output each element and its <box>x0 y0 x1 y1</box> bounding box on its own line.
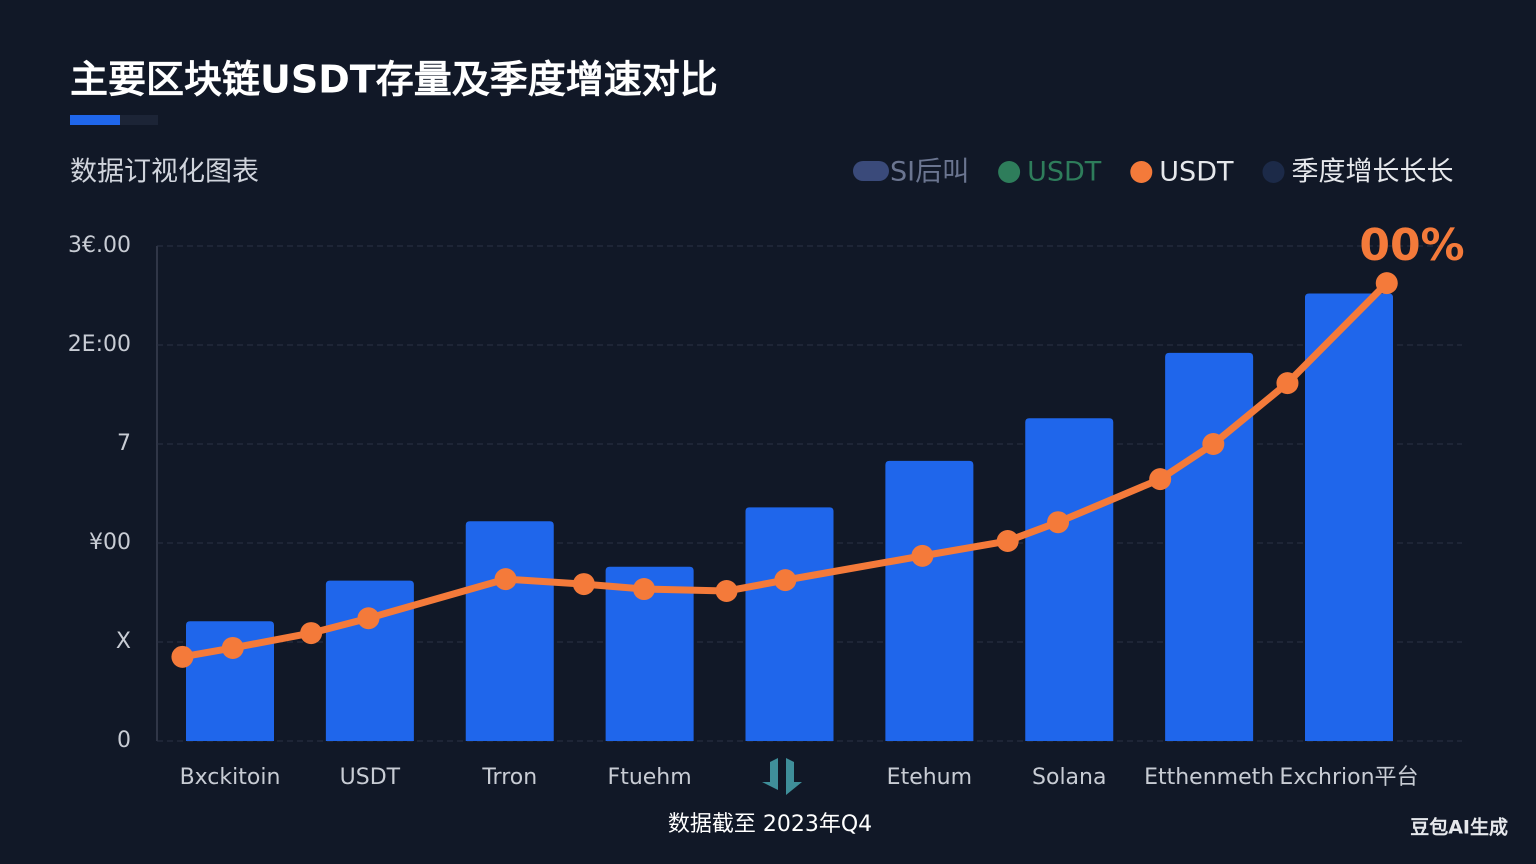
y-tick-label: 2E:00 <box>68 332 131 357</box>
bar <box>745 507 834 741</box>
subtitle: 数据订视化图表 <box>70 157 259 188</box>
legend-swatch <box>1262 161 1285 183</box>
line-point <box>494 568 517 591</box>
legend-label: USDT <box>1027 157 1102 188</box>
legend-label: SI后叫 <box>890 157 969 188</box>
footnote: 数据截至 2023年Q4 <box>668 812 872 837</box>
bar <box>325 580 414 741</box>
line-point <box>357 607 380 630</box>
x-tick-label: Etthenmeth <box>1144 765 1274 790</box>
line-point <box>1375 272 1398 295</box>
y-tick-label: 0 <box>117 728 131 753</box>
line-point <box>221 636 244 659</box>
legend-swatch <box>853 161 889 181</box>
line-point <box>996 530 1019 553</box>
legend-label: 季度增长长长 <box>1291 157 1453 188</box>
x-tick-label: Trron <box>481 765 537 790</box>
x-tick-label: Bxckitoin <box>180 765 281 790</box>
bar <box>465 521 554 741</box>
x-tick-label: USDT <box>340 765 401 790</box>
line-point <box>774 569 797 592</box>
bar <box>605 566 694 741</box>
bar <box>1165 352 1254 741</box>
x-tick-label: Etehum <box>887 765 972 790</box>
icon <box>762 758 802 795</box>
legend-swatch <box>998 161 1021 183</box>
line-point <box>1276 372 1299 395</box>
y-tick-label: X <box>116 629 131 654</box>
y-tick-label: 3€.00 <box>68 233 131 258</box>
legend-swatch <box>1130 161 1153 183</box>
y-tick-label: ¥00 <box>89 530 131 555</box>
x-tick-label: Ftuehm <box>608 765 692 790</box>
line <box>181 280 1390 661</box>
line-point <box>1149 468 1172 491</box>
bar <box>885 460 974 741</box>
line-point <box>572 573 595 596</box>
icon-part <box>786 758 802 795</box>
line-point <box>911 544 934 567</box>
annotation: 00% <box>1359 220 1464 271</box>
chart-title: 主要区块链USDT存量及季度增速对比 <box>70 58 718 102</box>
line-point <box>171 645 194 668</box>
line-point <box>633 578 656 601</box>
x-tick-label: Exchrion平台 <box>1279 765 1418 790</box>
y-tick-label: 7 <box>117 431 131 456</box>
line-point <box>1202 433 1225 455</box>
legend-label: USDT <box>1159 157 1234 188</box>
x-tick-label: Solana <box>1032 765 1106 790</box>
line-point <box>1047 511 1070 534</box>
watermark: 豆包AI生成 <box>1410 816 1508 839</box>
line-point <box>300 622 323 645</box>
title-underline-tail <box>120 115 158 125</box>
bar <box>1025 418 1114 741</box>
title-underline <box>70 115 120 125</box>
line-point <box>715 580 738 603</box>
bar <box>1305 293 1393 741</box>
icon-part <box>762 758 778 790</box>
